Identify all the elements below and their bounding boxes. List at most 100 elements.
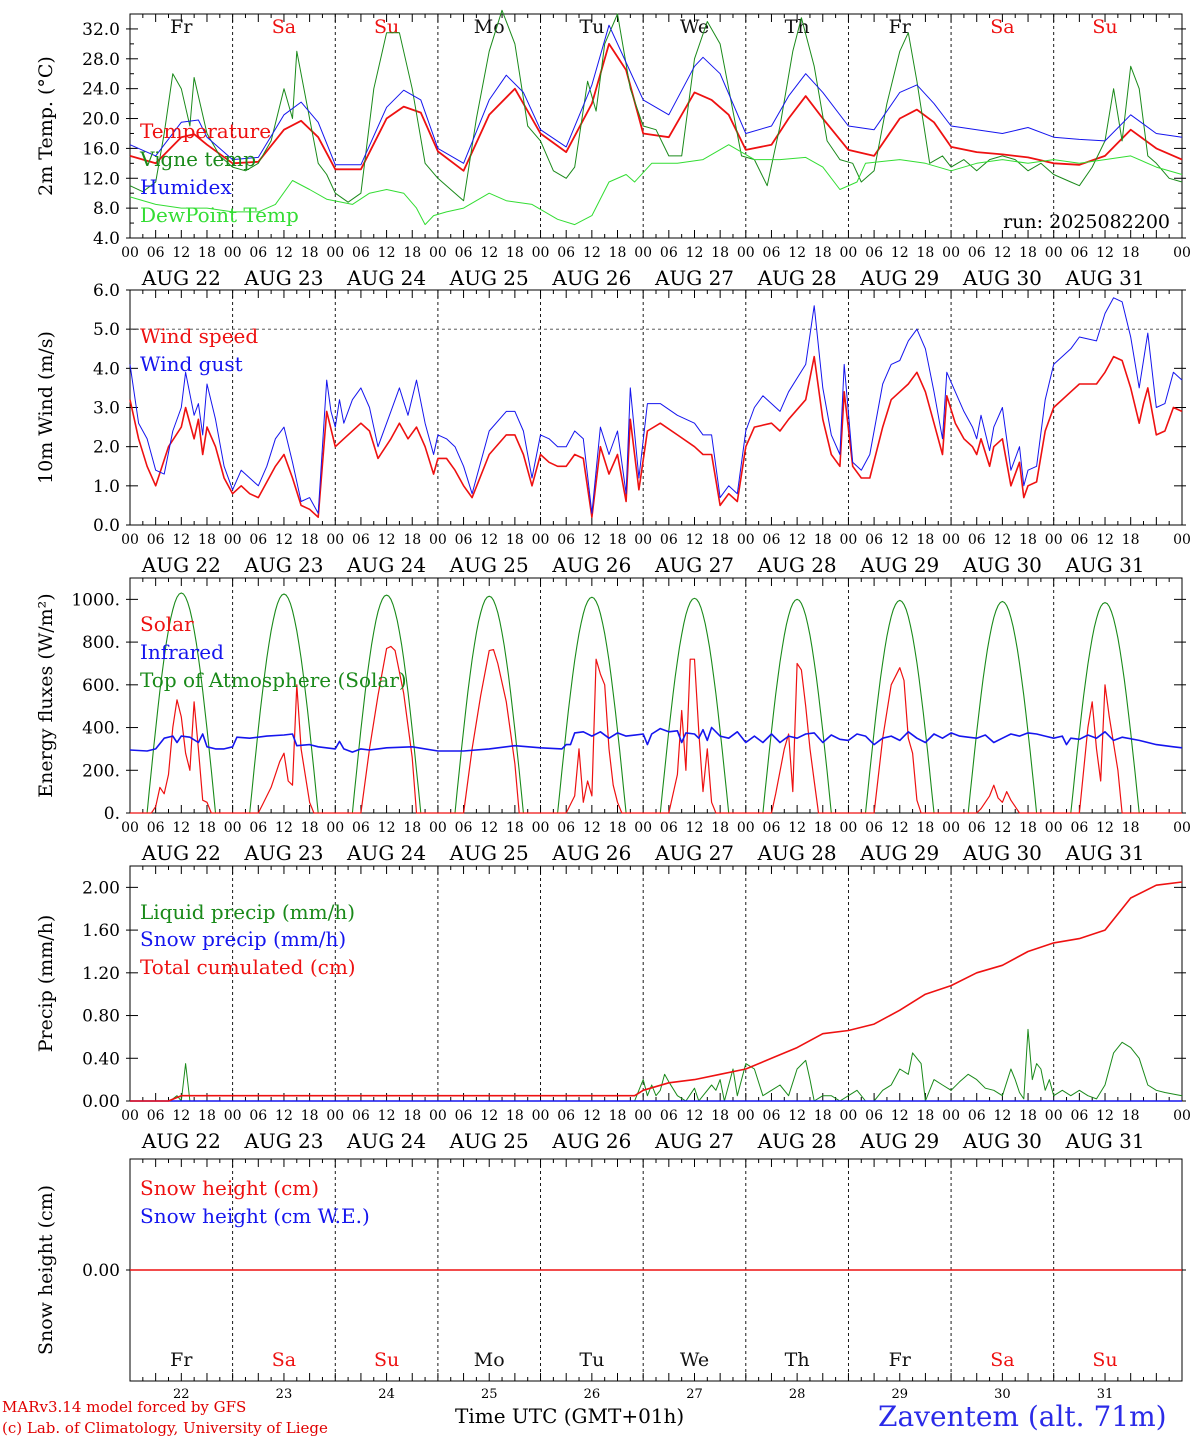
hour-label: 06 — [557, 245, 575, 261]
hour-label: 06 — [968, 1108, 986, 1124]
date-label: AUG 29 — [859, 266, 939, 290]
hour-label: 18 — [917, 532, 935, 548]
day-name: We — [680, 1349, 709, 1371]
hour-label: 12 — [480, 245, 498, 261]
hour-label: 06 — [455, 820, 473, 836]
hour-label: 18 — [1019, 245, 1037, 261]
hour-label: 12 — [788, 1108, 806, 1124]
wind-speed-line — [129, 355, 1183, 519]
hour-label: 00 — [429, 820, 447, 836]
wind-y-tick-label: 1.0 — [93, 477, 120, 497]
energy-y-tick-label: 400. — [82, 719, 120, 739]
day-name: Tu — [579, 16, 604, 38]
temperature-y-tick-label: 24.0 — [82, 80, 120, 100]
hour-label: 12 — [1096, 1108, 1114, 1124]
hour-label: 00 — [224, 532, 242, 548]
date-label: AUG 23 — [243, 553, 323, 577]
hour-label: 18 — [609, 245, 627, 261]
hour-label: 12 — [378, 532, 396, 548]
hour-label: 12 — [275, 1108, 293, 1124]
energy-legend-item: Infrared — [140, 640, 224, 664]
run-label: run: 2025082200 — [1003, 211, 1170, 233]
hour-label: 00 — [840, 1108, 858, 1124]
hour-label: 18 — [1019, 820, 1037, 836]
day-name: Mo — [474, 1349, 505, 1371]
hour-label: 12 — [378, 245, 396, 261]
hour-label: 06 — [968, 532, 986, 548]
hour-label: 06 — [352, 532, 370, 548]
precip-y-tick-label: 1.20 — [82, 964, 120, 984]
day-name: Tu — [579, 1349, 604, 1371]
temperature-y-tick-label: 8.0 — [93, 199, 120, 219]
day-name: Fr — [889, 1349, 912, 1371]
wind-y-axis-label: 10m Wind (m/s) — [35, 331, 57, 484]
temperature-y-tick-label: 16.0 — [82, 139, 120, 159]
hour-label: 18 — [403, 820, 421, 836]
hour-label: 12 — [686, 532, 704, 548]
hour-label: 00 — [121, 820, 139, 836]
infrared-line — [129, 726, 1183, 753]
date-label: AUG 22 — [141, 841, 221, 865]
wind-legend-item: Wind gust — [140, 352, 243, 376]
hour-label: 06 — [660, 532, 678, 548]
hour-label: 12 — [583, 1108, 601, 1124]
hour-label: 12 — [686, 1108, 704, 1124]
hour-label: 18 — [917, 820, 935, 836]
hour-label: 06 — [865, 532, 883, 548]
temperature-legend-item: Temperature — [140, 119, 271, 143]
date-label: AUG 24 — [346, 553, 426, 577]
hour-label: 18 — [301, 532, 319, 548]
hour-label: 06 — [557, 532, 575, 548]
day-name: Th — [785, 16, 810, 38]
hour-label: 00 — [942, 1108, 960, 1124]
date-label: AUG 31 — [1064, 841, 1144, 865]
date-label: AUG 23 — [243, 841, 323, 865]
date-label: AUG 31 — [1064, 266, 1144, 290]
hour-label: 12 — [583, 820, 601, 836]
temperature-y-tick-label: 28.0 — [82, 50, 120, 70]
day-number: 24 — [378, 1387, 395, 1402]
temperature-y-tick-label: 32.0 — [82, 20, 120, 40]
hour-label: 12 — [1096, 245, 1114, 261]
hour-label: 06 — [1070, 820, 1088, 836]
energy-y-axis-label: Energy fluxes (W/m²) — [35, 593, 57, 797]
hour-label: 06 — [352, 245, 370, 261]
hour-label: 00 — [737, 245, 755, 261]
hour-label: 06 — [763, 245, 781, 261]
precip-y-tick-label: 0.40 — [82, 1049, 120, 1069]
date-label: AUG 30 — [962, 841, 1042, 865]
hour-label: 06 — [147, 820, 165, 836]
energy-y-tick-label: 0. — [104, 804, 120, 824]
hour-label: 12 — [172, 245, 190, 261]
wind-y-tick-label: 3.0 — [93, 399, 120, 419]
hour-label: 06 — [147, 532, 165, 548]
hour-label: 00 — [1173, 820, 1191, 836]
hour-label: 00 — [1173, 245, 1191, 261]
hour-label: 00 — [634, 820, 652, 836]
hour-label: 18 — [301, 1108, 319, 1124]
precip-legend-item: Total cumulated (cm) — [140, 955, 356, 979]
snow-legend-item: Snow height (cm) — [140, 1176, 319, 1200]
date-label: AUG 30 — [962, 1129, 1042, 1153]
hour-label: 00 — [429, 532, 447, 548]
hour-label: 00 — [326, 532, 344, 548]
hour-label: 18 — [506, 1108, 524, 1124]
hour-label: 06 — [865, 245, 883, 261]
humidex-line — [129, 24, 1183, 166]
precip-y-tick-label: 0.80 — [82, 1007, 120, 1027]
date-label: AUG 23 — [243, 1129, 323, 1153]
day-number: 25 — [481, 1387, 498, 1402]
hour-label: 18 — [506, 532, 524, 548]
wind-y-tick-label: 2.0 — [93, 438, 120, 458]
liquid-precip-mm-h-line — [130, 1028, 1183, 1102]
day-name: Fr — [170, 1349, 193, 1371]
precip-y-tick-label: 0.00 — [82, 1092, 120, 1112]
day-name: Sa — [990, 16, 1014, 38]
solar-line — [130, 645, 1182, 814]
energy-y-tick-label: 600. — [82, 676, 120, 696]
wind-y-tick-label: 4.0 — [93, 359, 120, 379]
date-label: AUG 27 — [654, 1129, 734, 1153]
hour-label: 12 — [891, 245, 909, 261]
hour-label: 06 — [249, 245, 267, 261]
